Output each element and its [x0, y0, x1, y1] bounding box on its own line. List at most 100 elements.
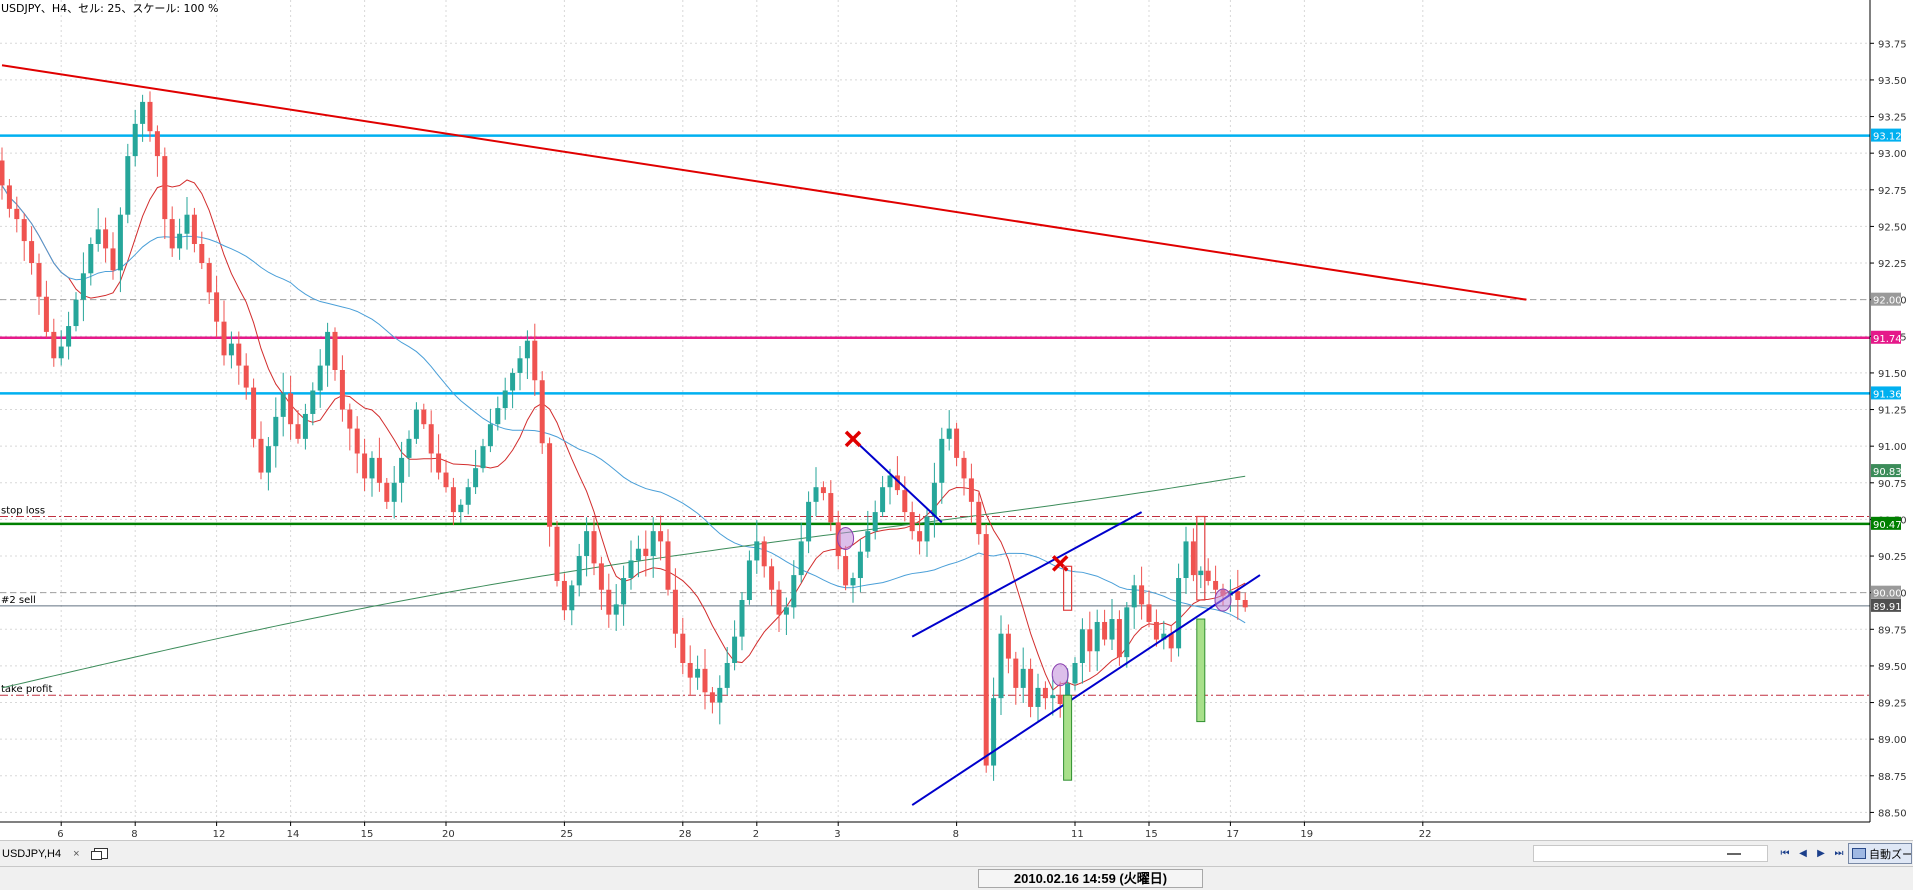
candle-body: [317, 365, 323, 391]
candle-body: [1139, 585, 1145, 605]
close-icon[interactable]: ×: [73, 847, 80, 860]
candle-body: [36, 263, 42, 297]
candle-body: [850, 578, 856, 586]
candle-body: [554, 526, 560, 581]
candle-body: [702, 668, 708, 693]
price-badge: [1871, 386, 1901, 400]
moving-average-line: [1, 475, 1246, 689]
candle-body: [1042, 687, 1048, 699]
candle-body: [746, 560, 752, 600]
candle-body: [739, 600, 745, 637]
x-tick-label: 15: [1145, 829, 1158, 840]
last-icon[interactable]: ⏭: [1834, 848, 1844, 859]
candle-body: [1087, 629, 1093, 652]
candle-body: [73, 299, 79, 327]
candle-body: [51, 331, 57, 359]
candle-body: [406, 438, 412, 458]
candle-body: [140, 101, 146, 124]
price-badge-label: 93.12: [1873, 132, 1902, 143]
candle-body: [480, 446, 486, 469]
plot-background: [0, 0, 1870, 822]
prev-icon[interactable]: ◀: [1799, 848, 1807, 859]
candle-body: [798, 541, 804, 576]
candle-body: [887, 475, 893, 488]
status-bar: 2010.02.16 14:59 (火曜日): [0, 866, 1913, 890]
candle-body: [162, 156, 168, 220]
candle-body: [221, 321, 227, 356]
candle-body: [125, 156, 131, 215]
horizontal-scrollbar[interactable]: [1533, 845, 1768, 862]
candle-body: [843, 556, 849, 586]
candle-body: [1242, 600, 1248, 608]
chart-tab-usdjpy[interactable]: USDJPY,H4 ×: [2, 844, 108, 863]
candle-body: [628, 560, 634, 579]
candle-body: [606, 589, 612, 615]
candle-body: [954, 428, 960, 458]
y-tick-label: 91.00: [1878, 442, 1907, 453]
candle-body: [428, 424, 434, 454]
candle-body: [369, 457, 375, 479]
candle-body: [939, 438, 945, 483]
candle-body: [1072, 662, 1078, 684]
candles: [0, 91, 1248, 781]
candle-body: [376, 457, 382, 483]
x-tick-label: 14: [287, 829, 300, 840]
y-tick-label: 89.25: [1878, 699, 1907, 710]
candle-body: [0, 160, 5, 186]
price-badge: [1871, 292, 1901, 306]
candle-body: [465, 487, 471, 505]
x-tick-label: 3: [834, 829, 840, 840]
candle-body: [584, 531, 590, 557]
candle-body: [1013, 658, 1019, 688]
candle-body: [1205, 570, 1211, 581]
y-tick-label: 92.25: [1878, 259, 1907, 270]
highlight-ellipse: [837, 526, 855, 550]
y-tick-label: 89.75: [1878, 625, 1907, 636]
price-badge-label: 92.00: [1873, 296, 1902, 307]
candle-body: [280, 393, 286, 417]
candle-body: [332, 331, 338, 370]
chart-window[interactable]: stop loss #2 sell take profit 93.75 93.50 93…: [0, 0, 1913, 840]
cross-marker: [1051, 555, 1069, 572]
auto-zoom-button[interactable]: 自動ズーム: [1848, 843, 1912, 864]
y-tick-label: 89.00: [1878, 735, 1907, 746]
window-icon[interactable]: [90, 848, 108, 860]
candle-body: [635, 548, 641, 561]
x-tick-label: 19: [1300, 829, 1313, 840]
candle-body: [924, 516, 930, 542]
first-icon[interactable]: ⏮: [1780, 848, 1790, 859]
candle-body: [761, 541, 767, 567]
candle-body: [14, 208, 20, 220]
candle-body: [976, 501, 982, 535]
candle-body: [421, 409, 427, 425]
next-icon[interactable]: ▶: [1817, 848, 1825, 859]
price-badge-label: 90.00: [1873, 589, 1902, 600]
candle-body: [265, 446, 271, 473]
candle-body: [80, 273, 86, 300]
y-tick-label: 88.75: [1878, 772, 1907, 783]
candle-body: [258, 438, 264, 473]
scrollbar-thumb[interactable]: [1727, 853, 1741, 855]
candle-body: [791, 575, 797, 608]
candle-body: [524, 340, 530, 359]
chart-tab-bar: USDJPY,H4 × ⏮ ◀ ▶ ⏭ 自動ズーム: [0, 840, 1913, 866]
x-tick-label: 22: [1419, 829, 1432, 840]
candle-body: [776, 589, 782, 615]
candle-body: [302, 413, 308, 439]
candle-body: [894, 475, 900, 491]
current-price-badge: [1871, 464, 1901, 478]
candle-body: [783, 607, 789, 615]
chart-tab-label: USDJPY,H4: [2, 847, 62, 860]
candle-body: [199, 244, 205, 264]
candle-body: [983, 534, 989, 766]
candle-body: [6, 185, 12, 209]
candle-body: [1198, 570, 1204, 576]
x-tick-label: 25: [560, 829, 573, 840]
candle-body: [1065, 683, 1071, 705]
trendline: [911, 574, 1261, 806]
x-tick-label: 12: [213, 829, 226, 840]
candle-body: [347, 409, 353, 429]
candle-body: [621, 578, 627, 605]
price-badge: [1871, 128, 1901, 142]
